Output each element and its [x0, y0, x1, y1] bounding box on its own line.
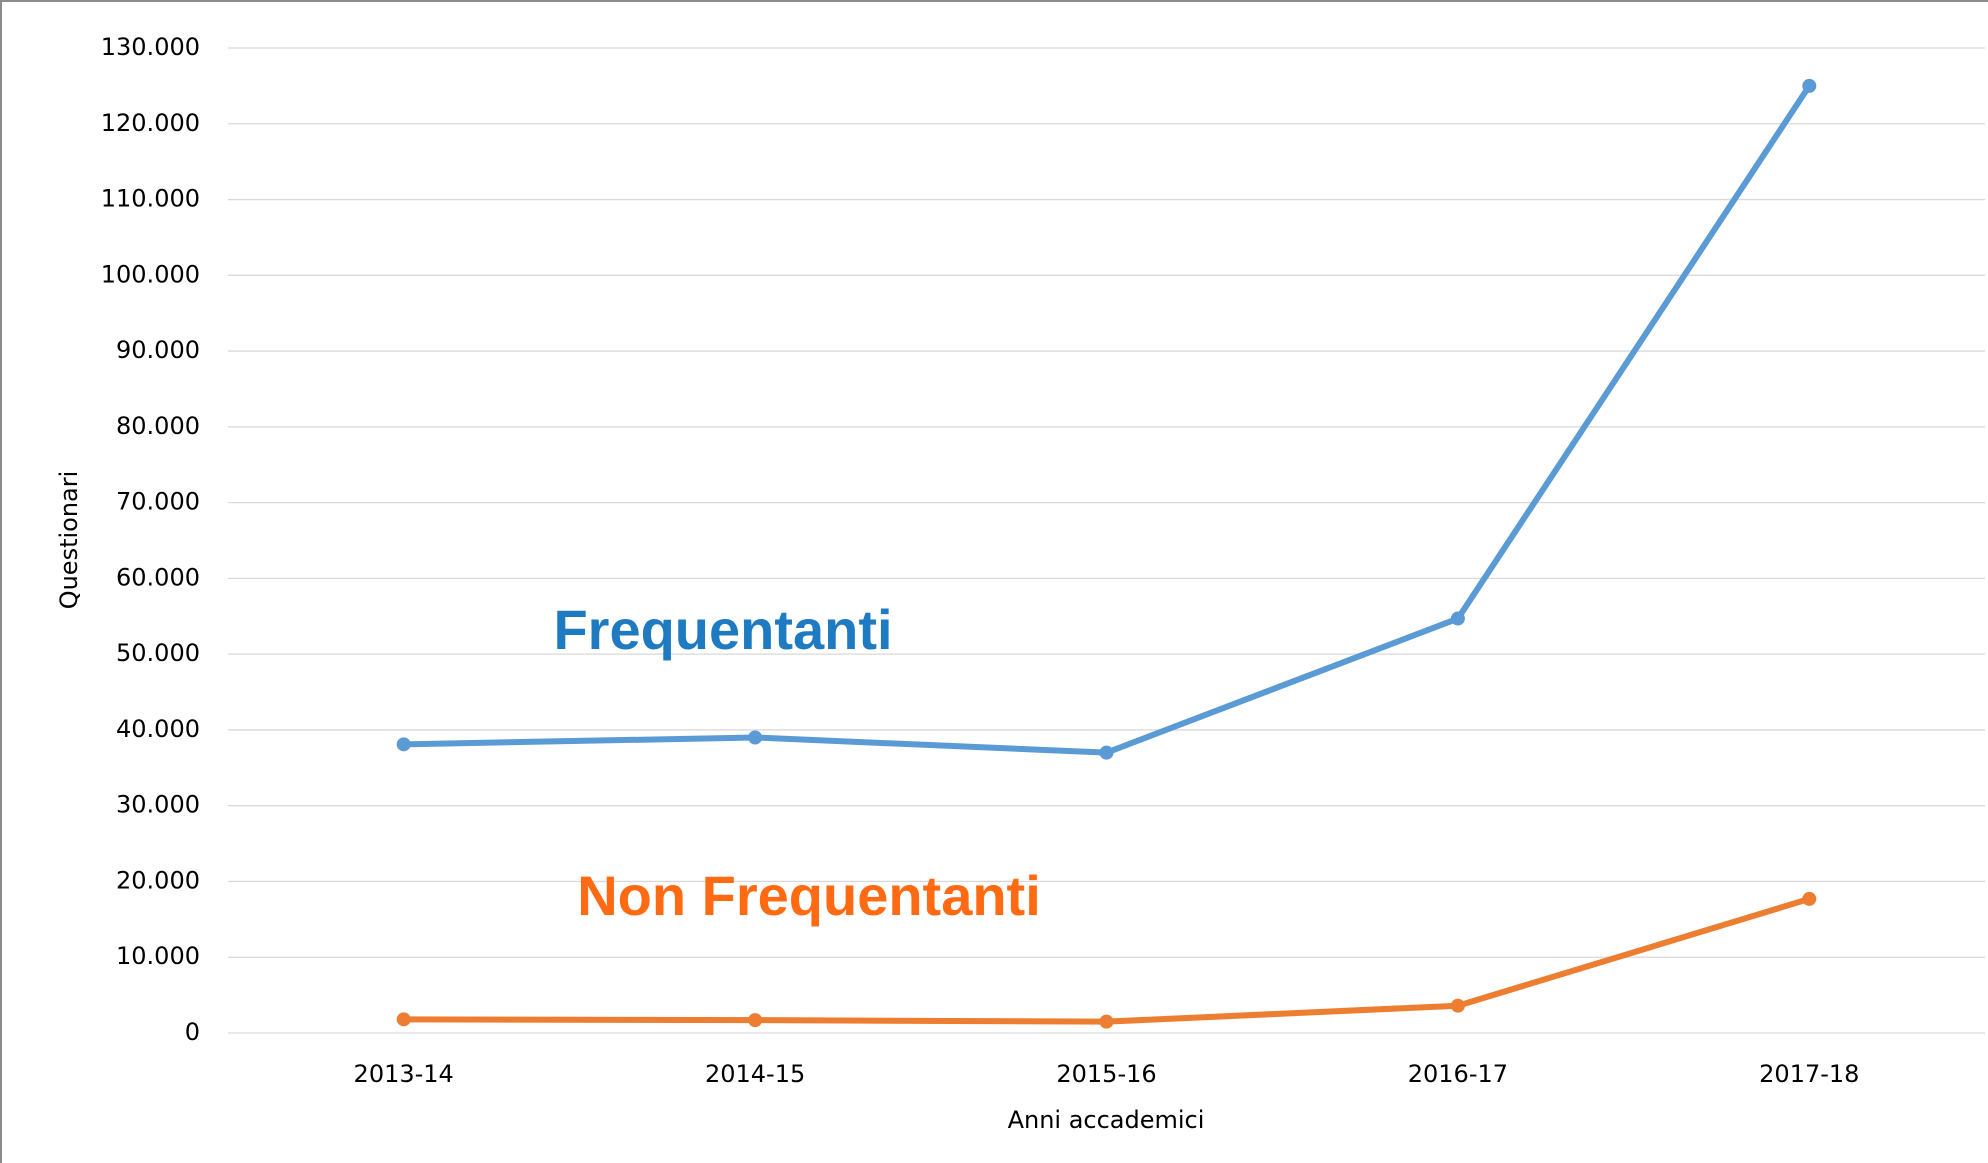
data-point — [1099, 745, 1114, 760]
y-tick-label: 50.000 — [116, 639, 200, 667]
series-label: Non Frequentanti — [577, 864, 1041, 927]
x-axis-label: Anni accademici — [1008, 1106, 1205, 1134]
x-tick-label: 2016-17 — [1408, 1060, 1508, 1088]
x-tick-label: 2015-16 — [1056, 1060, 1156, 1088]
data-point — [1099, 1014, 1114, 1029]
y-tick-label: 20.000 — [116, 866, 200, 894]
data-point — [1450, 611, 1465, 626]
y-axis-label: Questionari — [55, 471, 83, 610]
series-label: Frequentanti — [553, 598, 892, 661]
data-point — [396, 737, 411, 752]
data-point — [1802, 78, 1817, 93]
y-tick-label: 130.000 — [101, 33, 200, 61]
y-tick-label: 80.000 — [116, 412, 200, 440]
x-tick-label: 2017-18 — [1759, 1060, 1859, 1088]
y-tick-label: 110.000 — [101, 185, 200, 213]
y-tick-label: 90.000 — [116, 336, 200, 364]
data-point — [748, 1013, 763, 1028]
y-tick-label: 0 — [185, 1018, 200, 1046]
x-tick-label: 2013-14 — [354, 1060, 454, 1088]
y-tick-label: 100.000 — [101, 260, 200, 288]
data-point — [1450, 998, 1465, 1013]
data-point — [1802, 891, 1817, 906]
y-tick-label: 70.000 — [116, 488, 200, 516]
y-tick-label: 10.000 — [116, 942, 200, 970]
x-tick-label: 2014-15 — [705, 1060, 805, 1088]
y-tick-label: 30.000 — [116, 791, 200, 819]
y-tick-label: 40.000 — [116, 715, 200, 743]
data-point — [396, 1012, 411, 1027]
y-tick-label: 60.000 — [116, 563, 200, 591]
data-point — [748, 730, 763, 745]
y-tick-label: 120.000 — [101, 109, 200, 137]
